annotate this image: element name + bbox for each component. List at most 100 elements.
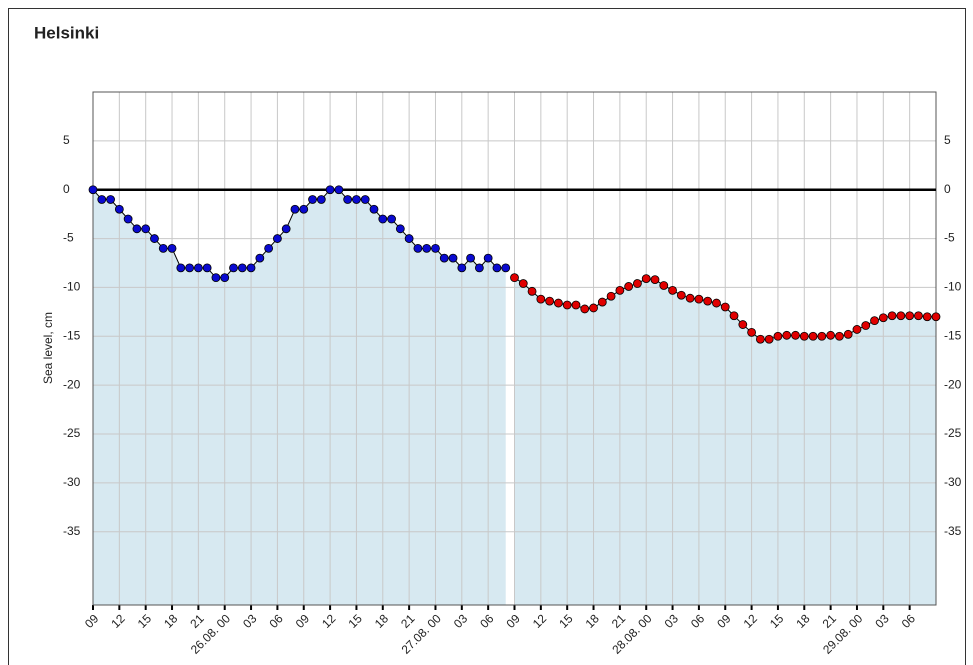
point (703, 296, 713, 306)
y2-tick-label: -15 (944, 328, 962, 342)
x-tick-label: 09 (714, 611, 734, 631)
point (334, 185, 344, 195)
point (861, 321, 871, 330)
x-tick-label: 03 (872, 611, 892, 631)
point (905, 311, 915, 321)
chart-title: Helsinki (34, 23, 99, 42)
point (457, 263, 467, 273)
point (474, 263, 484, 273)
x-tick-label: 21 (398, 611, 418, 631)
x-tick-label: 15 (345, 611, 365, 631)
point (773, 331, 783, 341)
x-tick-label: 21 (187, 611, 207, 631)
x-tick-label: 21 (820, 611, 840, 631)
point (167, 243, 177, 253)
y2-tick-label: -35 (944, 524, 962, 538)
point (641, 274, 651, 284)
x-tick-label: 03 (451, 611, 471, 631)
point (387, 214, 396, 224)
point (237, 263, 247, 273)
point (738, 320, 748, 329)
point (492, 263, 502, 273)
point (308, 195, 317, 204)
x-tick-label: 09 (82, 611, 102, 631)
point (606, 291, 616, 301)
point (246, 263, 256, 273)
point (501, 263, 511, 273)
point (123, 214, 133, 224)
point (720, 302, 730, 312)
point (870, 316, 879, 326)
point (202, 263, 212, 273)
x-tick-label: 12 (108, 611, 128, 631)
point (676, 290, 686, 300)
x-tick-label: 15 (556, 611, 576, 631)
x-tick-label: 18 (161, 611, 181, 631)
point (518, 279, 528, 288)
y2-tick-label: -25 (944, 426, 962, 440)
point (835, 331, 844, 341)
area (93, 189, 506, 605)
y-tick-label: 0 (63, 182, 70, 196)
y-tick-label: -25 (63, 426, 81, 440)
point (826, 330, 836, 340)
point (878, 313, 888, 323)
y-tick-label: -30 (63, 475, 81, 489)
y2-tick-label: -5 (944, 231, 955, 245)
point (545, 296, 555, 306)
point (589, 303, 598, 313)
y-tick-label: -20 (63, 377, 81, 391)
point (843, 329, 853, 339)
x-tick-label: 12 (530, 611, 550, 631)
point (448, 253, 458, 263)
point (659, 281, 669, 290)
y-tick-label: -15 (63, 328, 81, 342)
point (554, 298, 563, 308)
point (650, 275, 660, 285)
x-tick-label: 12 (319, 611, 339, 631)
point (527, 286, 537, 296)
point (615, 285, 625, 295)
x-tick-label: 15 (767, 611, 787, 631)
frame (8, 8, 966, 665)
x-tick-label: 09 (504, 611, 524, 631)
point (624, 282, 634, 291)
point (404, 234, 414, 243)
x-tick-label: 21 (609, 611, 629, 631)
point (562, 300, 572, 310)
point (395, 224, 405, 234)
point (782, 330, 792, 340)
y2-tick-label: 5 (944, 133, 951, 147)
x-tick-label: 06 (688, 611, 708, 631)
x-tick-label: 06 (899, 611, 919, 631)
point (193, 263, 203, 273)
point (597, 297, 607, 307)
x-tick-label: 12 (741, 611, 761, 631)
point (914, 311, 923, 321)
point (817, 331, 827, 341)
point (712, 298, 721, 308)
y-tick-label: -10 (63, 280, 81, 294)
point (360, 195, 370, 204)
point (764, 334, 774, 344)
point (808, 331, 818, 341)
point (431, 243, 440, 253)
y-tick-label: 5 (63, 133, 70, 147)
point (185, 263, 194, 273)
point (931, 312, 941, 322)
x-tick-label: 18 (372, 611, 392, 631)
point (325, 185, 335, 195)
point (378, 214, 388, 224)
y2-tick-label: -10 (944, 280, 962, 294)
point (281, 224, 291, 234)
point (852, 325, 862, 334)
point (229, 263, 238, 273)
point (343, 195, 353, 204)
x-tick-label: 03 (240, 611, 260, 631)
point (510, 273, 519, 283)
y-tick-label: -35 (63, 524, 81, 538)
point (290, 204, 300, 214)
point (352, 195, 361, 204)
